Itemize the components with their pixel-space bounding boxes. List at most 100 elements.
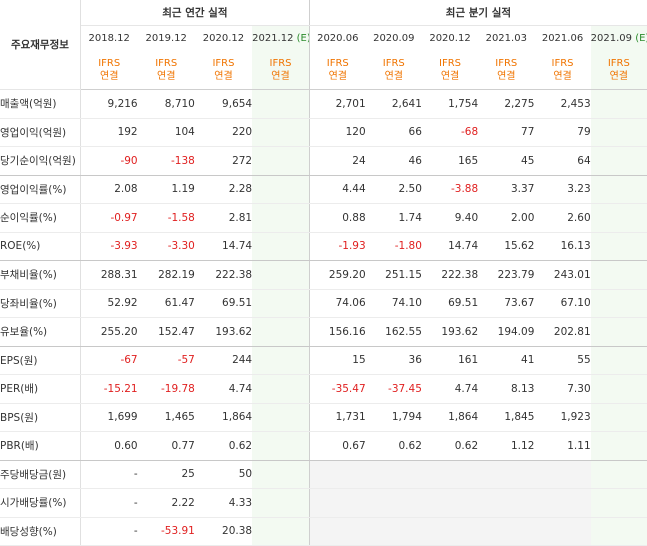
quarter-value-cell: 2,275 bbox=[478, 89, 535, 119]
ifrs-basis-header: IFRS 연결 bbox=[365, 51, 422, 90]
quarter-value-cell: 156.16 bbox=[308, 317, 366, 347]
quarter-value-cell: 3.37 bbox=[478, 175, 535, 204]
quarter-value-cell: 1,794 bbox=[365, 403, 422, 432]
quarter-value-cell: 0.62 bbox=[421, 431, 479, 461]
annual-value-cell: -3.30 bbox=[137, 232, 195, 261]
quarter-value-cell: 2,453 bbox=[534, 89, 591, 119]
ifrs-basis-header: IFRS 연결 bbox=[194, 51, 253, 90]
quarter-value-cell: 1.74 bbox=[365, 203, 422, 233]
quarter-value-cell bbox=[534, 460, 591, 489]
annual-period-header: 2019.12 bbox=[138, 26, 195, 52]
quarter-period-header: 2020.12 bbox=[422, 26, 478, 52]
table-row: BPS(원) 1,699 1,465 1,864 1,731 1,794 1,864 1,84… bbox=[0, 403, 647, 432]
annual-value-cell: -3.93 bbox=[80, 232, 138, 261]
quarter-value-cell bbox=[478, 517, 535, 546]
annual-value-cell: -0.97 bbox=[80, 203, 138, 233]
period-label: 2020.12 bbox=[429, 33, 471, 44]
annual-value-cell: 1,465 bbox=[137, 403, 195, 432]
quarter-value-cell bbox=[478, 460, 535, 489]
table-row: 당좌비율(%) 52.92 61.47 69.51 74.06 74.10 69.51 73.… bbox=[0, 289, 647, 318]
quarter-value-cell: 0.88 bbox=[308, 203, 366, 233]
quarter-value-cell bbox=[590, 517, 647, 546]
quarter-value-cell: 1.12 bbox=[478, 431, 535, 461]
metric-label: BPS(원) bbox=[0, 403, 81, 432]
quarter-value-cell bbox=[590, 317, 647, 347]
consolidated-label: 연결 bbox=[384, 71, 403, 82]
quarter-value-cell bbox=[421, 517, 479, 546]
metric-label: 영업이익(억원) bbox=[0, 118, 81, 147]
quarter-value-cell: -35.47 bbox=[308, 374, 366, 404]
annual-value-cell bbox=[252, 488, 310, 518]
quarter-value-cell bbox=[590, 460, 647, 489]
annual-value-cell: -1.58 bbox=[137, 203, 195, 233]
annual-value-cell: 244 bbox=[194, 346, 253, 375]
basis-header-row: IFRS 연결 IFRS 연결 IFRS 연결 IFRS 연결 IFRS 연결 IFRS 연결 IFRS… bbox=[0, 51, 647, 90]
quarter-period-header: 2020.06 bbox=[308, 25, 366, 51]
quarter-value-cell: 77 bbox=[478, 118, 535, 147]
table-row: 순이익률(%) -0.97 -1.58 2.81 0.88 1.74 9.40 2.00 2.6… bbox=[0, 203, 647, 233]
annual-value-cell: 0.60 bbox=[80, 431, 138, 461]
metric-label: 당기순이익(억원) bbox=[0, 146, 81, 176]
metric-label: 영업이익률(%) bbox=[0, 175, 81, 204]
quarter-value-cell bbox=[478, 488, 535, 518]
annual-value-cell bbox=[252, 289, 310, 318]
ifrs-basis-header: IFRS 연결 bbox=[80, 51, 138, 90]
ifrs-label: IFRS bbox=[382, 58, 405, 69]
estimate-marker: (E) bbox=[635, 33, 647, 44]
period-label: 2021.09 bbox=[590, 33, 632, 44]
quarter-value-cell: 67.10 bbox=[534, 289, 591, 318]
annual-period-header: 2020.12 bbox=[195, 26, 252, 52]
annual-value-cell: -19.78 bbox=[137, 374, 195, 404]
quarter-value-cell: 1,731 bbox=[308, 403, 366, 432]
period-label: 2019.12 bbox=[145, 33, 187, 44]
quarter-value-cell: 8.13 bbox=[478, 374, 535, 404]
ifrs-label: IFRS bbox=[607, 58, 630, 69]
annual-value-cell bbox=[252, 260, 310, 290]
quarter-value-cell: 2.50 bbox=[365, 175, 422, 204]
metric-label: PER(배) bbox=[0, 374, 81, 404]
quarter-value-cell: 74.06 bbox=[308, 289, 366, 318]
annual-value-cell bbox=[252, 118, 310, 147]
quarter-value-cell: 69.51 bbox=[421, 289, 479, 318]
quarter-value-cell: 4.44 bbox=[308, 175, 366, 204]
annual-value-cell bbox=[252, 517, 310, 546]
quarter-period-header: 2021.03 bbox=[478, 26, 534, 52]
annual-value-cell: 192 bbox=[80, 118, 138, 147]
annual-group-header: 최근 연간 실적 bbox=[80, 0, 310, 26]
quarter-value-cell: 1,923 bbox=[534, 403, 591, 432]
table-row: ROE(%) -3.93 -3.30 14.74 -1.93 -1.80 14.74 15.6… bbox=[0, 232, 647, 261]
quarter-value-cell bbox=[590, 118, 647, 147]
quarter-value-cell bbox=[308, 460, 366, 489]
table-row: 매출액(억원) 9,216 8,710 9,654 2,701 2,641 1,754 2,2… bbox=[0, 89, 647, 119]
quarter-value-cell bbox=[590, 232, 647, 261]
quarter-value-cell: 7.30 bbox=[534, 374, 591, 404]
quarter-value-cell: 223.79 bbox=[478, 260, 535, 290]
quarter-value-cell: 79 bbox=[534, 118, 591, 147]
table-row: 영업이익(억원) 192 104 220 120 66 -68 77 79 bbox=[0, 118, 647, 147]
quarter-value-cell: 2,641 bbox=[365, 89, 422, 119]
table-body: 매출액(억원) 9,216 8,710 9,654 2,701 2,641 1,754 2,2… bbox=[0, 89, 647, 546]
annual-value-cell: 4.33 bbox=[194, 488, 253, 518]
quarter-value-cell: 165 bbox=[421, 146, 479, 176]
quarter-value-cell bbox=[590, 146, 647, 176]
quarter-group-header: 최근 분기 실적 bbox=[308, 0, 647, 26]
annual-value-cell: 25 bbox=[137, 460, 195, 489]
metric-label: 순이익률(%) bbox=[0, 203, 81, 233]
metric-label: 부채비율(%) bbox=[0, 260, 81, 290]
annual-value-cell bbox=[252, 346, 310, 375]
annual-value-cell: 220 bbox=[194, 118, 253, 147]
quarter-value-cell bbox=[590, 289, 647, 318]
metric-label: PBR(배) bbox=[0, 431, 81, 461]
annual-value-cell: 20.38 bbox=[194, 517, 253, 546]
period-label: 2021.06 bbox=[541, 33, 584, 44]
ifrs-basis-header: IFRS 연결 bbox=[534, 51, 591, 90]
annual-value-cell: 152.47 bbox=[137, 317, 195, 347]
quarter-value-cell: 41 bbox=[478, 346, 535, 375]
ifrs-basis-header: IFRS 연결 bbox=[421, 51, 479, 90]
quarter-value-cell: 36 bbox=[365, 346, 422, 375]
quarter-value-cell: 0.62 bbox=[365, 431, 422, 461]
annual-value-cell: -57 bbox=[137, 346, 195, 375]
annual-value-cell: 0.77 bbox=[137, 431, 195, 461]
annual-value-cell: 255.20 bbox=[80, 317, 138, 347]
